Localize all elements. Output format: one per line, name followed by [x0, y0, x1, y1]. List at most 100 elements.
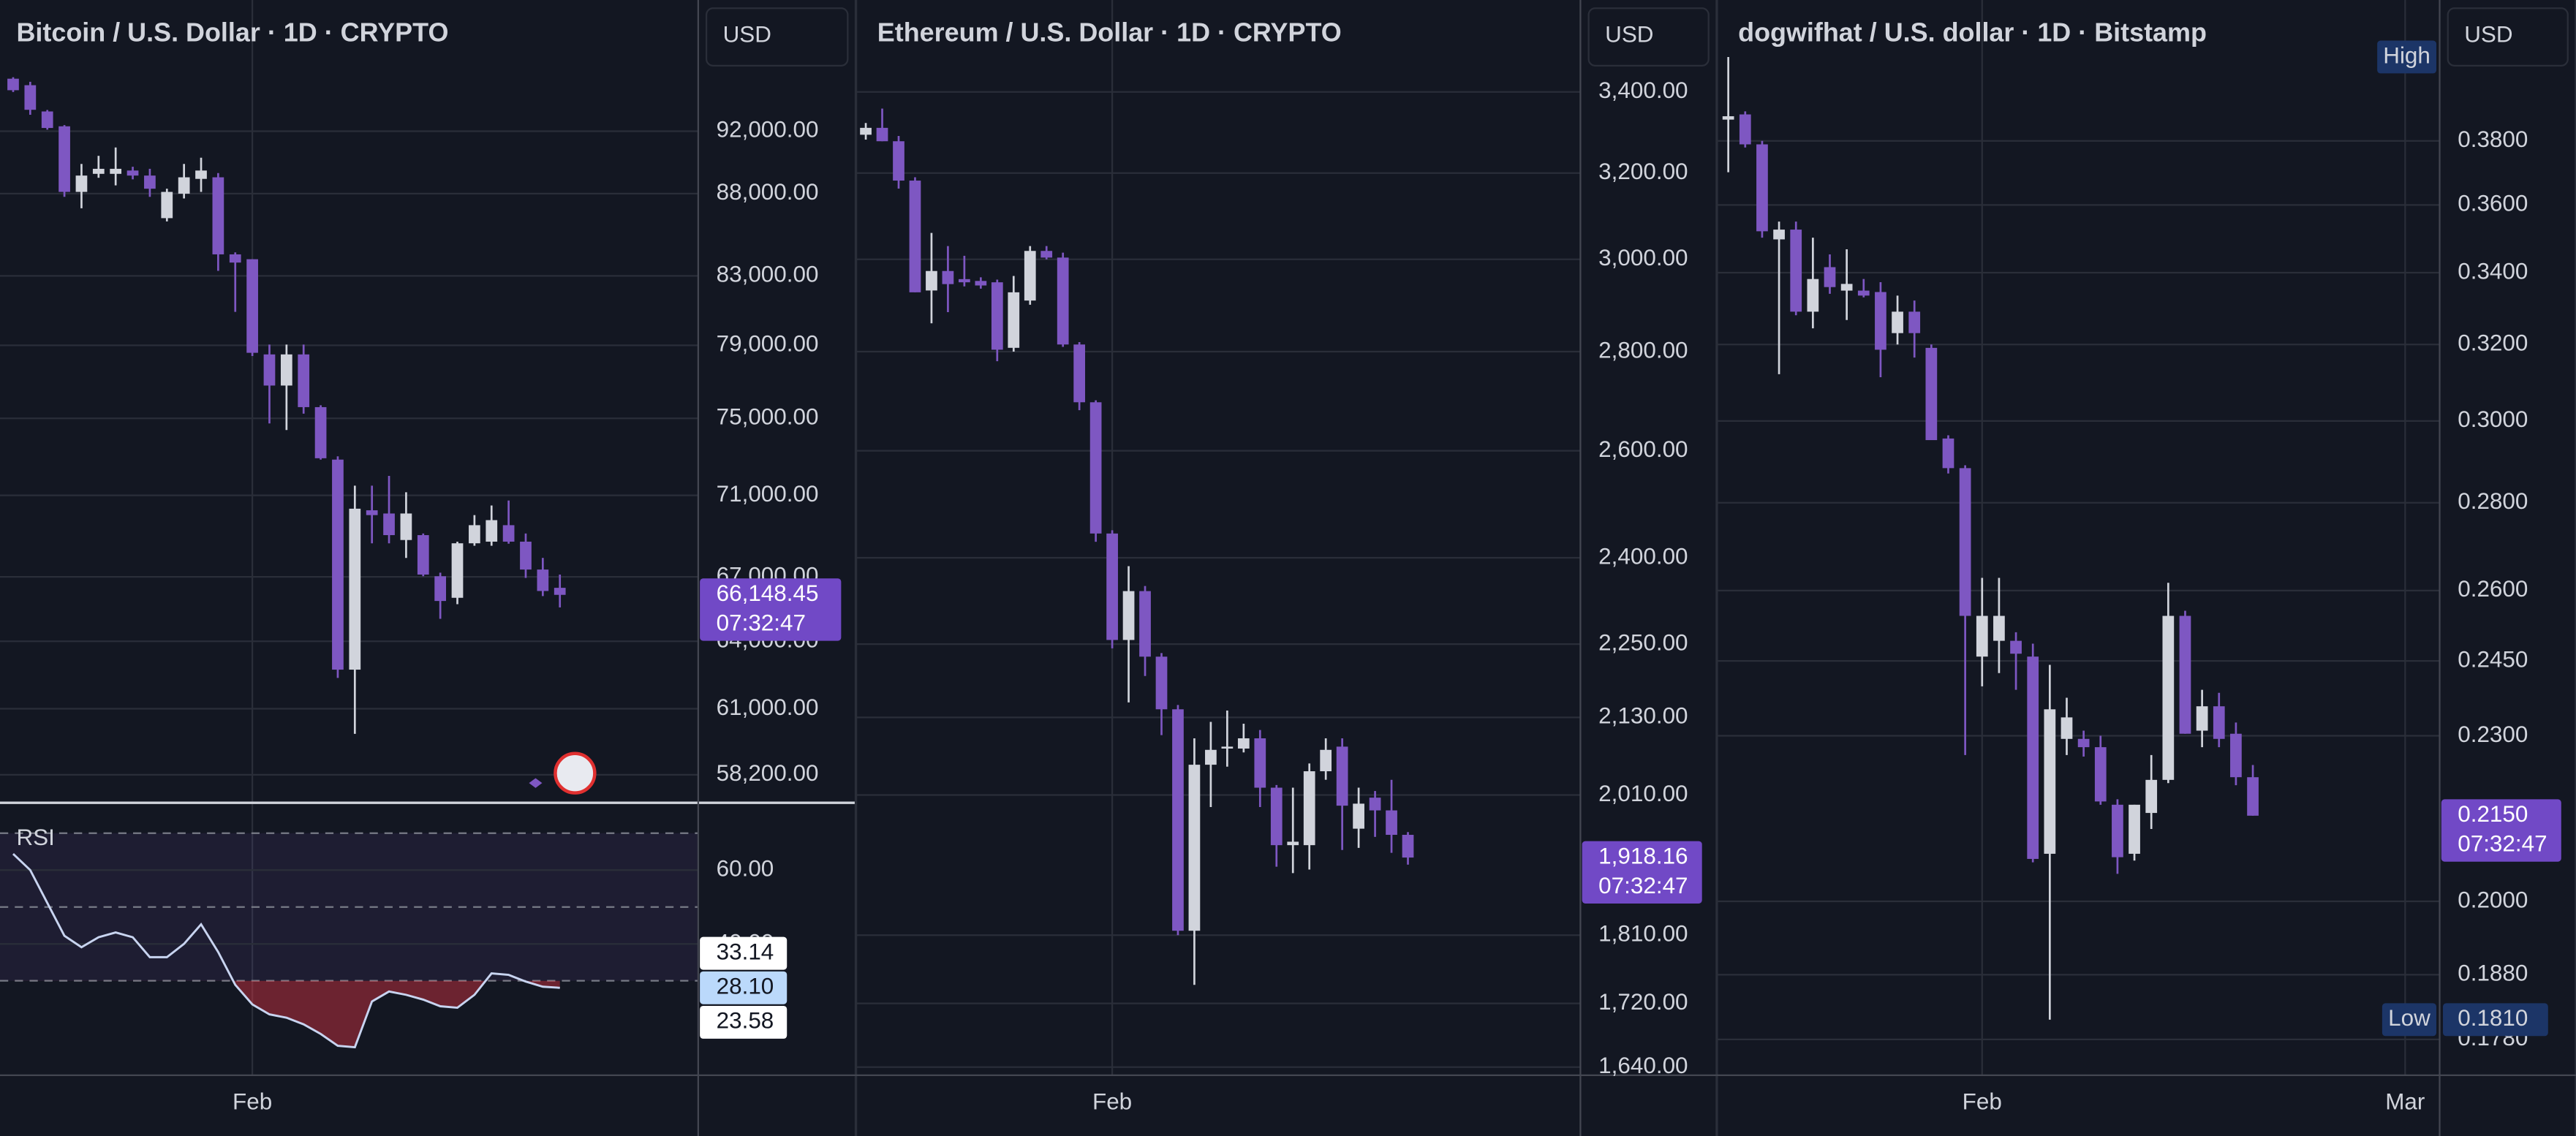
candle-body: [1139, 591, 1151, 657]
candle-body: [537, 569, 549, 591]
candle-body: [229, 254, 241, 263]
candle-body: [2129, 804, 2140, 854]
candle-body: [909, 181, 921, 292]
candle-body: [58, 126, 70, 192]
countdown-label: 07:32:47: [717, 610, 806, 635]
candle-body: [469, 525, 480, 544]
y-tick-label: 0.1880: [2458, 961, 2528, 986]
candle-body: [2179, 616, 2191, 734]
candle-body: [1824, 267, 1836, 287]
chart-title: Ethereum / U.S. Dollar · 1D · CRYPTO: [877, 18, 1342, 48]
y-tick-label: 2,250.00: [1598, 629, 1688, 655]
y-tick-label: 2,600.00: [1598, 436, 1688, 462]
candle-body: [383, 513, 395, 536]
candle-body: [417, 535, 429, 575]
candle-body: [1925, 347, 1938, 441]
last-price-box: [1582, 841, 1702, 904]
candle-body: [1369, 798, 1381, 811]
countdown-label: 07:32:47: [1598, 873, 1688, 898]
candle-body: [1221, 746, 1234, 749]
y-tick-label: 0.3400: [2458, 258, 2528, 284]
candle-body: [1287, 841, 1299, 846]
candle-body: [1892, 311, 1903, 333]
candle-body: [126, 170, 139, 176]
y-tick-label: 0.2450: [2458, 646, 2528, 672]
y-tick-label: 1,720.00: [1598, 989, 1688, 1015]
candle-body: [1353, 803, 1364, 829]
candle-body: [1976, 616, 1988, 657]
candle-body: [975, 281, 987, 286]
y-tick-label: 2,010.00: [1598, 781, 1688, 806]
y-tick-label: 0.3800: [2458, 126, 2528, 152]
candle-body: [2196, 706, 2208, 731]
x-tick-label: Feb: [1963, 1088, 2002, 1114]
candle-body: [1237, 738, 1250, 749]
y-tick-label: 2,400.00: [1598, 543, 1688, 569]
low-value-box: [2443, 1003, 2548, 1037]
rsi-value-box: [700, 971, 787, 1004]
y-tick-label: 60.00: [717, 856, 774, 882]
candle-body: [314, 406, 327, 458]
candle-body: [893, 141, 904, 181]
last-price-box: [2441, 799, 2561, 862]
currency-label[interactable]: USD: [723, 22, 771, 48]
candle-body: [1756, 144, 1768, 232]
currency-button[interactable]: [2447, 7, 2569, 67]
candle-body: [1722, 116, 1734, 120]
y-tick-label: 0.2300: [2458, 722, 2528, 747]
candle-body: [1402, 835, 1414, 858]
candle-body: [110, 168, 122, 174]
y-tick-label: 61,000.00: [717, 694, 819, 720]
candle-body: [2027, 656, 2039, 859]
candle-body: [2044, 709, 2056, 854]
currency-label[interactable]: USD: [2464, 22, 2512, 48]
candle-body: [1073, 344, 1086, 403]
candle-body: [1773, 230, 1785, 240]
rsi-line: [12, 852, 560, 1049]
y-tick-label: 79,000.00: [717, 331, 819, 357]
currency-label[interactable]: USD: [1605, 22, 1653, 48]
rsi-value-label: 23.58: [717, 1008, 774, 1034]
rsi-value-label: 33.14: [717, 939, 774, 964]
candle-body: [92, 168, 105, 174]
high-marker-box: [2377, 40, 2437, 74]
candle-body: [1993, 616, 2005, 641]
candle-body: [2162, 616, 2175, 780]
candle-body: [2145, 779, 2158, 814]
candle-body: [942, 270, 954, 284]
candle-body: [1089, 402, 1102, 534]
y-tick-label: 92,000.00: [717, 117, 819, 143]
candle-body: [1188, 765, 1201, 931]
rsi-value-box: [700, 936, 787, 970]
y-tick-label: 2,800.00: [1598, 337, 1688, 363]
candle-body: [24, 85, 37, 110]
countdown-label: 07:32:47: [2458, 831, 2547, 857]
candle-body: [554, 588, 566, 595]
candle-body: [1908, 311, 1921, 333]
candle-body: [1336, 746, 1348, 806]
candle-body: [2213, 706, 2225, 739]
y-tick-label: 1,810.00: [1598, 921, 1688, 947]
last-price-box: [700, 578, 842, 641]
candle-body: [520, 541, 532, 570]
candle-body: [1807, 279, 1819, 312]
candle-body: [2230, 733, 2242, 778]
currency-button[interactable]: [1587, 7, 1710, 67]
candle-body: [876, 127, 888, 142]
y-tick-label: 3,400.00: [1598, 77, 1688, 103]
last-price-label: 1,918.16: [1598, 843, 1688, 868]
candle-body: [178, 177, 190, 194]
currency-button[interactable]: [706, 7, 849, 67]
y-tick-label: 88,000.00: [717, 179, 819, 205]
x-tick-label: Feb: [233, 1088, 272, 1114]
candle-body: [2247, 777, 2259, 816]
rsi-title: RSI: [16, 825, 54, 850]
candle-body: [144, 175, 156, 189]
y-tick-label: 3,200.00: [1598, 159, 1688, 184]
candle-body: [1057, 257, 1069, 345]
candle-body: [1303, 771, 1315, 846]
candle-body: [366, 510, 378, 515]
y-tick-label: 0.3600: [2458, 191, 2528, 216]
candle-body: [1254, 738, 1266, 788]
